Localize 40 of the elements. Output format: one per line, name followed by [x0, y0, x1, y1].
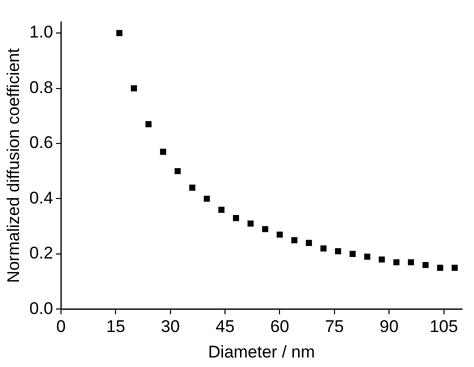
x-tick-label: 30	[160, 317, 180, 336]
y-tick-label: 0.2	[29, 244, 54, 263]
y-tick-label: 0.6	[29, 133, 54, 152]
point	[262, 226, 268, 232]
y-tick-label: 0.4	[29, 188, 54, 208]
point	[174, 168, 181, 174]
point	[248, 220, 254, 227]
y-axis-title: Normalized diffusion coefficient	[4, 48, 23, 283]
point	[232, 215, 240, 222]
point	[116, 30, 122, 36]
point	[364, 254, 370, 260]
x-axis-title: Diameter / nm	[208, 342, 315, 362]
y-tick-label: 0.0	[29, 298, 54, 318]
x-tick-label: 15	[106, 317, 126, 336]
point	[306, 240, 312, 246]
point	[320, 245, 327, 252]
y-tick-label: 0.8	[29, 78, 54, 97]
point	[160, 148, 166, 155]
point	[130, 85, 137, 92]
x-tick-label: 105	[430, 317, 458, 336]
point	[378, 256, 385, 263]
point	[335, 248, 342, 254]
point	[276, 232, 283, 238]
point	[204, 196, 210, 202]
y-tick-label: 1.0	[29, 22, 54, 42]
point	[350, 250, 356, 258]
point	[291, 237, 298, 244]
point	[422, 262, 429, 268]
point	[437, 264, 444, 271]
point	[408, 259, 414, 266]
x-tick-label: 45	[216, 317, 235, 336]
point	[218, 206, 224, 213]
point	[145, 121, 152, 128]
x-tick-label: 90	[380, 317, 399, 336]
point	[189, 184, 196, 191]
point	[393, 259, 400, 266]
x-tick-label: 60	[270, 317, 290, 336]
x-tick-label: 75	[324, 317, 344, 336]
x-tick-label: 0	[56, 317, 66, 336]
point	[452, 264, 458, 271]
